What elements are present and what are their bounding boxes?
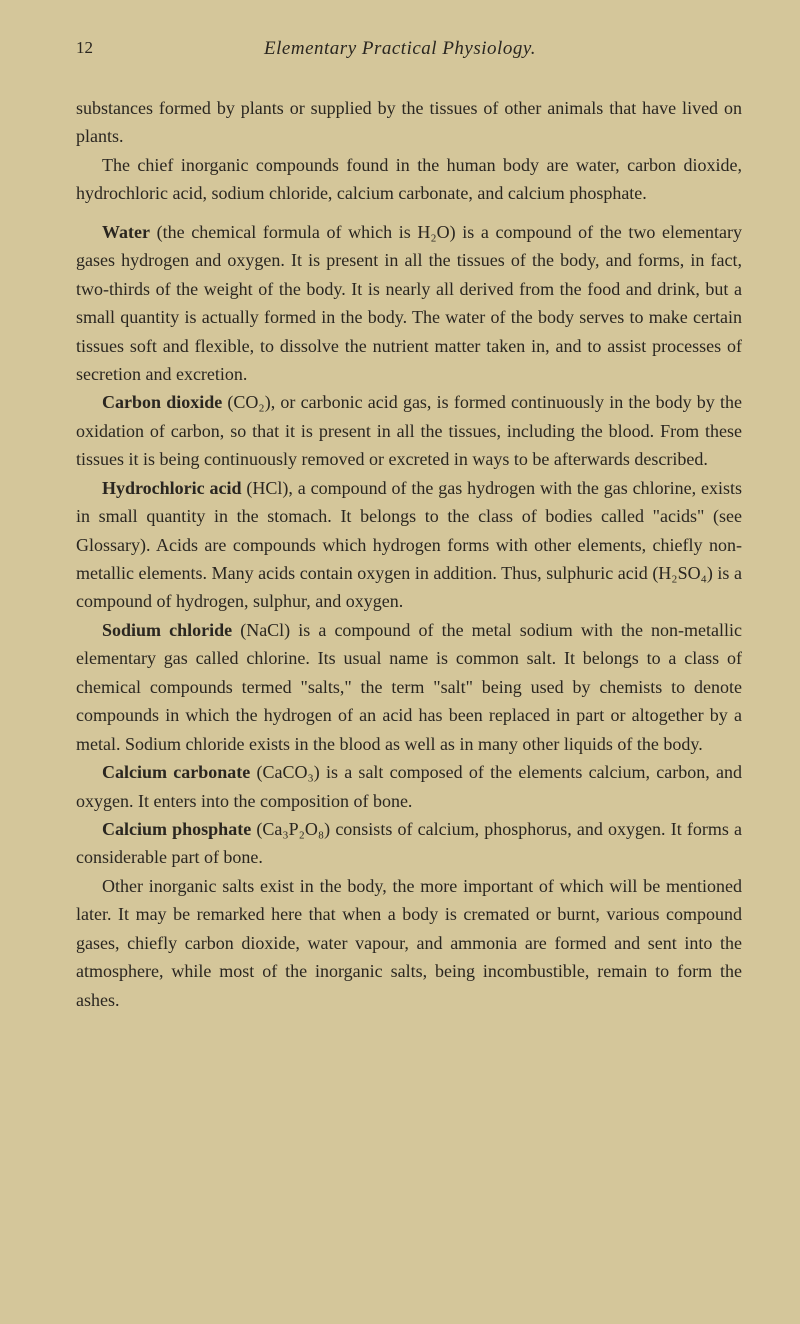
paragraph-intro-1: substances formed by plants or supplied … [76,94,742,151]
running-header: Elementary Practical Physiology. [264,38,536,60]
paragraph-intro-2: The chief inorganic compounds found in t… [76,151,742,208]
hydrochloric-label: Hydrochloric acid [102,478,242,498]
water-text: (the chemical formula of which is H₂O) i… [76,222,742,384]
paragraph-water: Water (the chemical formula of which is … [76,218,742,389]
calcium-phosphate-label: Calcium phosphate [102,819,251,839]
carbon-dioxide-label: Carbon dioxide [102,392,222,412]
paragraph-sodium-chloride: Sodium chloride (NaCl) is a compound of … [76,616,742,758]
paragraph-carbon-dioxide: Carbon dioxide (CO₂), or carbonic acid g… [76,388,742,473]
paragraph-other-salts: Other inorganic salts exist in the body,… [76,872,742,1014]
paragraph-calcium-phosphate: Calcium phosphate (Ca₃P₂O₈) consists of … [76,815,742,872]
page-number: 12 [76,38,93,58]
calcium-carbonate-label: Calcium carbonate [102,762,250,782]
water-label: Water [102,222,150,242]
paragraph-calcium-carbonate: Calcium carbonate (CaCO₃) is a salt comp… [76,758,742,815]
page-content: substances formed by plants or supplied … [76,94,742,1014]
sodium-chloride-label: Sodium chloride [102,620,232,640]
paragraph-hydrochloric: Hydrochloric acid (HCl), a compound of t… [76,474,742,616]
